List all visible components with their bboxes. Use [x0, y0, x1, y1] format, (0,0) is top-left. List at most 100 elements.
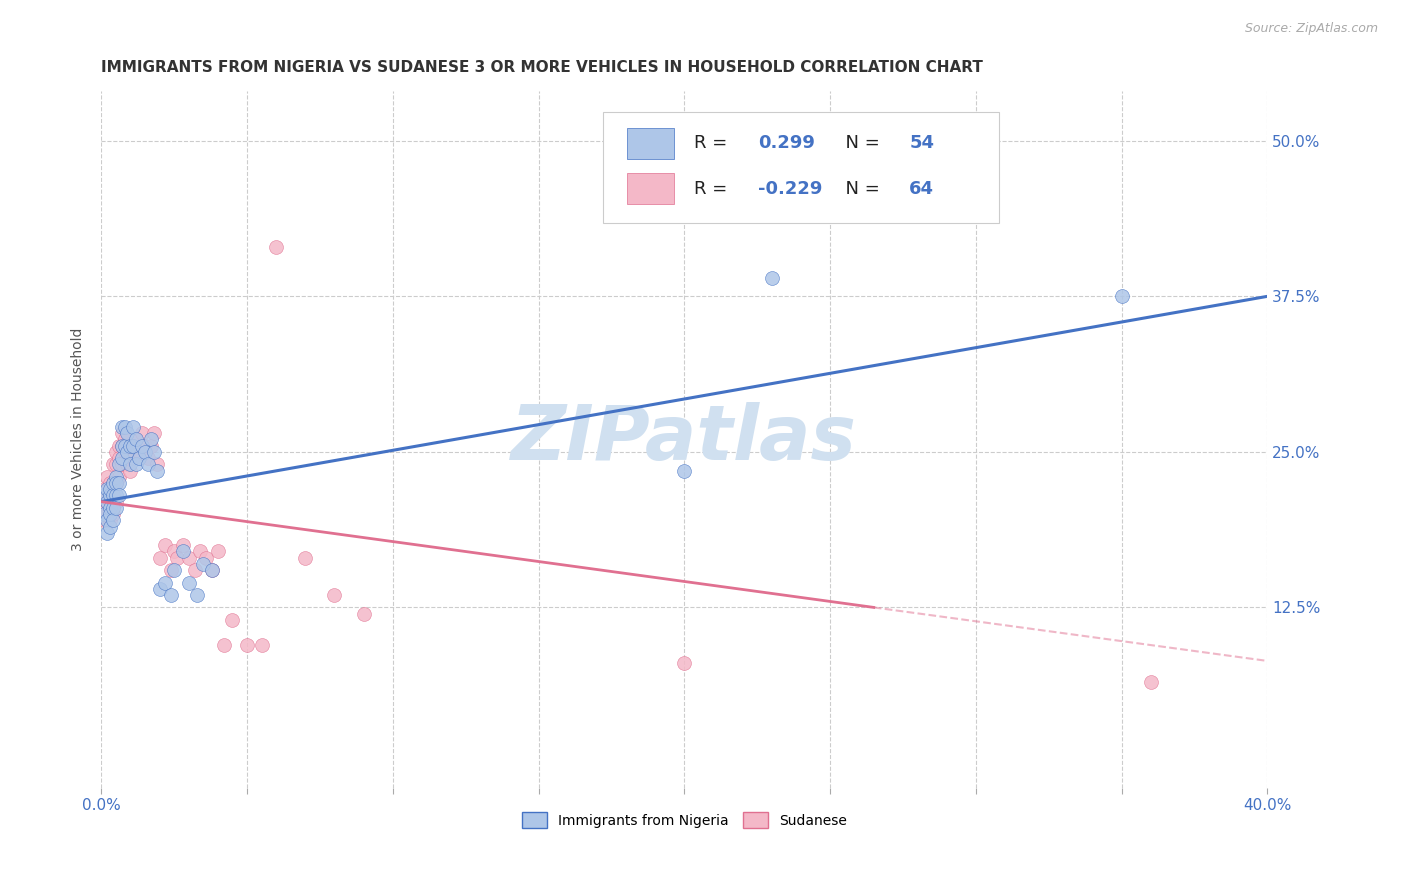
Point — [125, 458, 148, 472]
Point — [250, 638, 273, 652]
Point — [96, 469, 118, 483]
Point — [107, 469, 129, 483]
Point — [172, 544, 194, 558]
Point — [193, 557, 215, 571]
Point — [673, 464, 696, 478]
Point — [264, 239, 287, 253]
Point — [122, 439, 145, 453]
Point — [114, 439, 136, 453]
Point — [101, 488, 124, 502]
Point — [122, 420, 145, 434]
Point — [98, 482, 121, 496]
Point — [111, 451, 134, 466]
Point — [101, 458, 124, 472]
Point — [104, 494, 127, 508]
Point — [120, 439, 142, 453]
Point — [104, 488, 127, 502]
Point — [145, 464, 167, 478]
Text: R =: R = — [693, 179, 733, 198]
FancyBboxPatch shape — [627, 173, 673, 204]
Point — [98, 513, 121, 527]
Point — [131, 439, 153, 453]
Point — [142, 426, 165, 441]
Point — [98, 488, 121, 502]
FancyBboxPatch shape — [627, 128, 673, 159]
Point — [221, 613, 243, 627]
Point — [294, 550, 316, 565]
Point — [98, 488, 121, 502]
Point — [163, 563, 186, 577]
Point — [117, 426, 139, 441]
Point — [122, 451, 145, 466]
Point — [125, 433, 148, 447]
Point — [212, 638, 235, 652]
Point — [160, 588, 183, 602]
Text: -0.229: -0.229 — [758, 179, 823, 198]
Point — [148, 550, 170, 565]
Point — [93, 482, 115, 496]
Point — [136, 451, 159, 466]
Point — [145, 458, 167, 472]
Point — [111, 426, 134, 441]
Text: N =: N = — [834, 135, 884, 153]
Point — [155, 575, 177, 590]
FancyBboxPatch shape — [603, 112, 1000, 223]
Point — [177, 550, 200, 565]
Text: 0.299: 0.299 — [758, 135, 814, 153]
Point — [93, 500, 115, 515]
Point — [1139, 675, 1161, 690]
Text: Source: ZipAtlas.com: Source: ZipAtlas.com — [1244, 22, 1378, 36]
Text: 54: 54 — [910, 135, 935, 153]
Text: IMMIGRANTS FROM NIGERIA VS SUDANESE 3 OR MORE VEHICLES IN HOUSEHOLD CORRELATION : IMMIGRANTS FROM NIGERIA VS SUDANESE 3 OR… — [101, 60, 983, 75]
Point — [101, 475, 124, 490]
Point — [104, 475, 127, 490]
Point — [761, 270, 783, 285]
Point — [188, 544, 211, 558]
Point — [186, 588, 208, 602]
Point — [104, 458, 127, 472]
Point — [111, 439, 134, 453]
Point — [111, 439, 134, 453]
Point — [148, 582, 170, 596]
Point — [201, 563, 224, 577]
Point — [98, 475, 121, 490]
Point — [104, 445, 127, 459]
Point — [101, 500, 124, 515]
Point — [195, 550, 218, 565]
Point — [96, 507, 118, 521]
Point — [114, 433, 136, 447]
Point — [155, 538, 177, 552]
Point — [101, 488, 124, 502]
Point — [117, 445, 139, 459]
Point — [120, 445, 142, 459]
Point — [131, 426, 153, 441]
Point — [117, 439, 139, 453]
Point — [160, 563, 183, 577]
Point — [183, 563, 205, 577]
Point — [236, 638, 259, 652]
Point — [96, 494, 118, 508]
Point — [134, 439, 156, 453]
Point — [134, 445, 156, 459]
Point — [142, 445, 165, 459]
Point — [139, 439, 162, 453]
Point — [96, 513, 118, 527]
Point — [201, 563, 224, 577]
Point — [93, 488, 115, 502]
Point — [125, 433, 148, 447]
Point — [207, 544, 229, 558]
Point — [128, 451, 150, 466]
Point — [101, 513, 124, 527]
Point — [120, 458, 142, 472]
Point — [114, 420, 136, 434]
Point — [107, 458, 129, 472]
Point — [323, 588, 346, 602]
Point — [353, 607, 375, 621]
Point — [111, 420, 134, 434]
Point — [98, 500, 121, 515]
Point — [172, 538, 194, 552]
Point — [98, 494, 121, 508]
Point — [98, 500, 121, 515]
Point — [1111, 289, 1133, 303]
Point — [107, 475, 129, 490]
